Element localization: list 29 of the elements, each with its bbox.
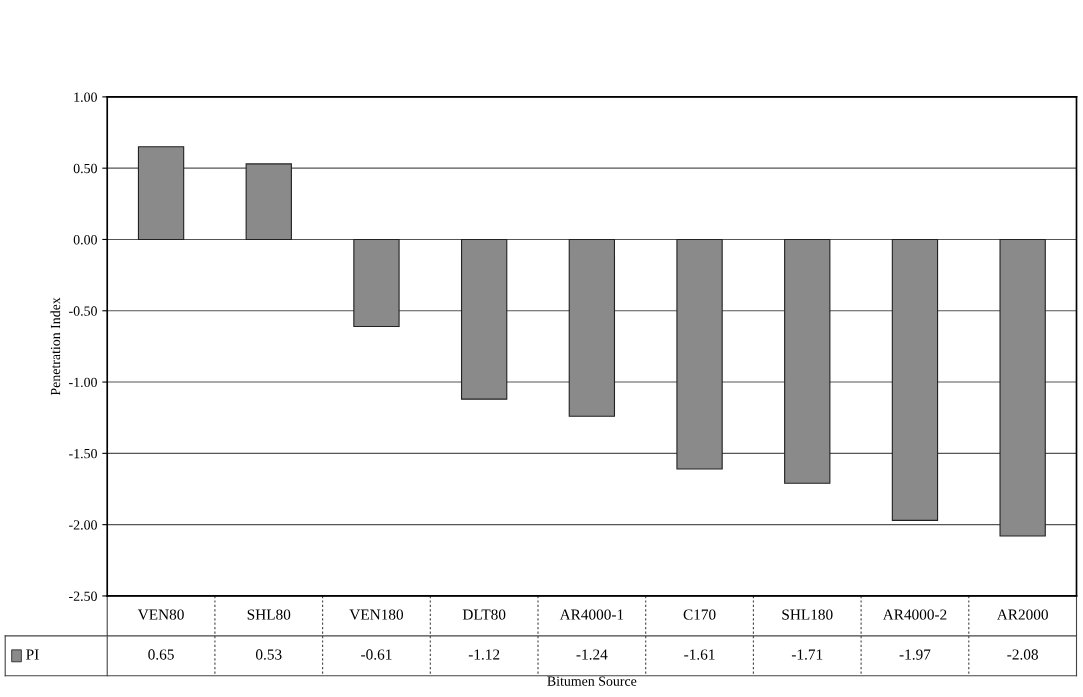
x-tick-label: DLT80	[462, 609, 506, 620]
x-tick-label: VEN180	[349, 609, 404, 620]
x-tick-label: SHL180	[782, 609, 833, 620]
data-label: -1.61	[684, 649, 715, 660]
x-tick-label: AR4000-1	[559, 609, 624, 620]
y-tick-label: -0.50	[69, 306, 97, 316]
data-label: -1.24	[576, 649, 608, 660]
y-tick-label: 1.00	[74, 92, 97, 102]
x-tick-label: SHL80	[247, 609, 291, 620]
x-tick-label: C170	[683, 609, 716, 620]
x-axis-title: Bitumen Source	[547, 676, 637, 686]
y-tick-label: -2.50	[69, 591, 97, 601]
data-label: 0.53	[255, 649, 282, 660]
data-label: -1.97	[899, 649, 931, 660]
x-tick-label: AR4000-2	[882, 609, 947, 620]
data-label: -0.61	[361, 649, 392, 660]
y-axis-title: Penetration Index	[50, 297, 61, 396]
data-label: -1.12	[468, 649, 500, 660]
y-tick-label: -2.00	[69, 520, 97, 530]
data-label: 0.65	[148, 649, 174, 660]
y-tick-label: -1.00	[69, 377, 97, 388]
data-label: -2.08	[1007, 649, 1038, 660]
x-tick-label: AR2000	[996, 609, 1048, 620]
x-tick-label: VEN80	[137, 609, 184, 620]
y-tick-label: 0.50	[73, 163, 97, 174]
data-label: -1.71	[791, 649, 823, 660]
y-tick-label: 0.00	[73, 235, 97, 245]
y-tick-label: -1.50	[69, 448, 97, 459]
legend-label: PI	[26, 649, 39, 660]
